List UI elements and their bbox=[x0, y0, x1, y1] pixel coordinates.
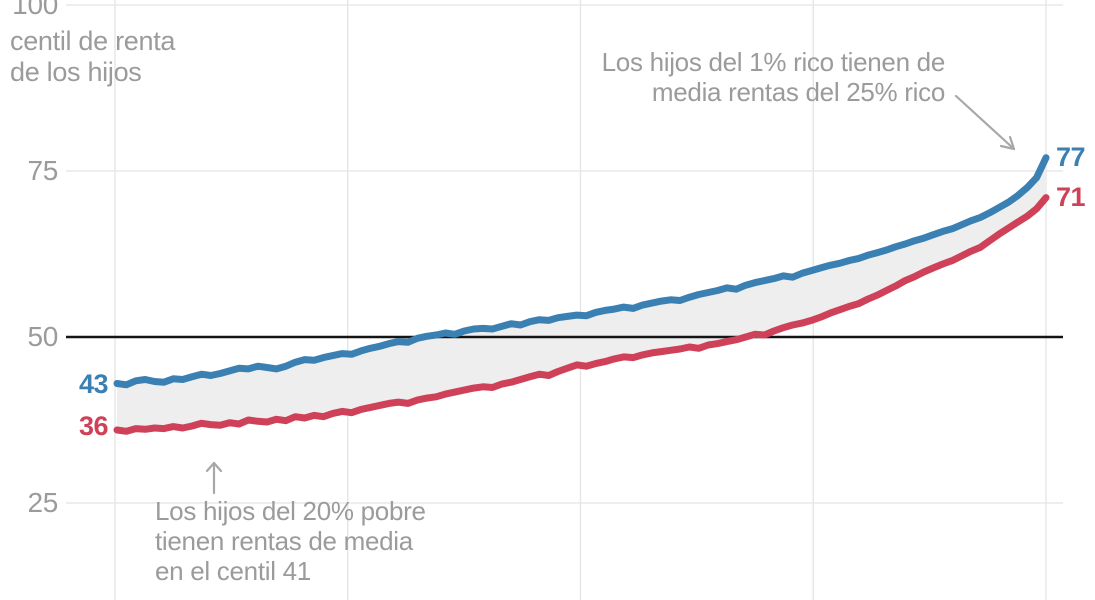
annotation-poor-line2: tienen rentas de media bbox=[155, 526, 413, 556]
y-tick-50: 50 bbox=[27, 321, 58, 352]
blue-series-end-value: 77 bbox=[1056, 142, 1086, 172]
annotation-poor-line3: en el centil 41 bbox=[155, 556, 311, 586]
y-tick-75: 75 bbox=[27, 155, 58, 186]
red-series-line bbox=[113, 194, 1050, 435]
red-series-start-value: 36 bbox=[78, 411, 109, 441]
y-axis-title: centil de renta de los hijos bbox=[10, 26, 175, 88]
arrow-up-icon bbox=[205, 461, 223, 495]
between-lines-band bbox=[117, 157, 1046, 432]
annotation-rich-line1: Los hijos del 1% rico tienen de bbox=[601, 47, 946, 77]
y-axis-title-line1: centil de renta bbox=[10, 26, 176, 56]
blue-series-start-value: 43 bbox=[78, 369, 109, 399]
blue-series-line bbox=[113, 154, 1050, 389]
annotation-poor-20-percent: Los hijos del 20% pobre tienen rentas de… bbox=[155, 496, 426, 586]
red-series-end-value: 71 bbox=[1056, 182, 1086, 212]
y-axis-title-line2: de los hijos bbox=[10, 57, 142, 87]
annotation-rich-1-percent: Los hijos del 1% rico tienen de media re… bbox=[601, 47, 946, 107]
y-tick-100: 100 bbox=[12, 0, 58, 20]
arrow-down-right-icon bbox=[954, 94, 1016, 151]
annotation-rich-line2: media rentas del 25% rico bbox=[651, 77, 945, 107]
plot-layer bbox=[66, 0, 1063, 600]
y-tick-25: 25 bbox=[27, 487, 58, 518]
annotation-poor-line1: Los hijos del 20% pobre bbox=[155, 496, 426, 526]
